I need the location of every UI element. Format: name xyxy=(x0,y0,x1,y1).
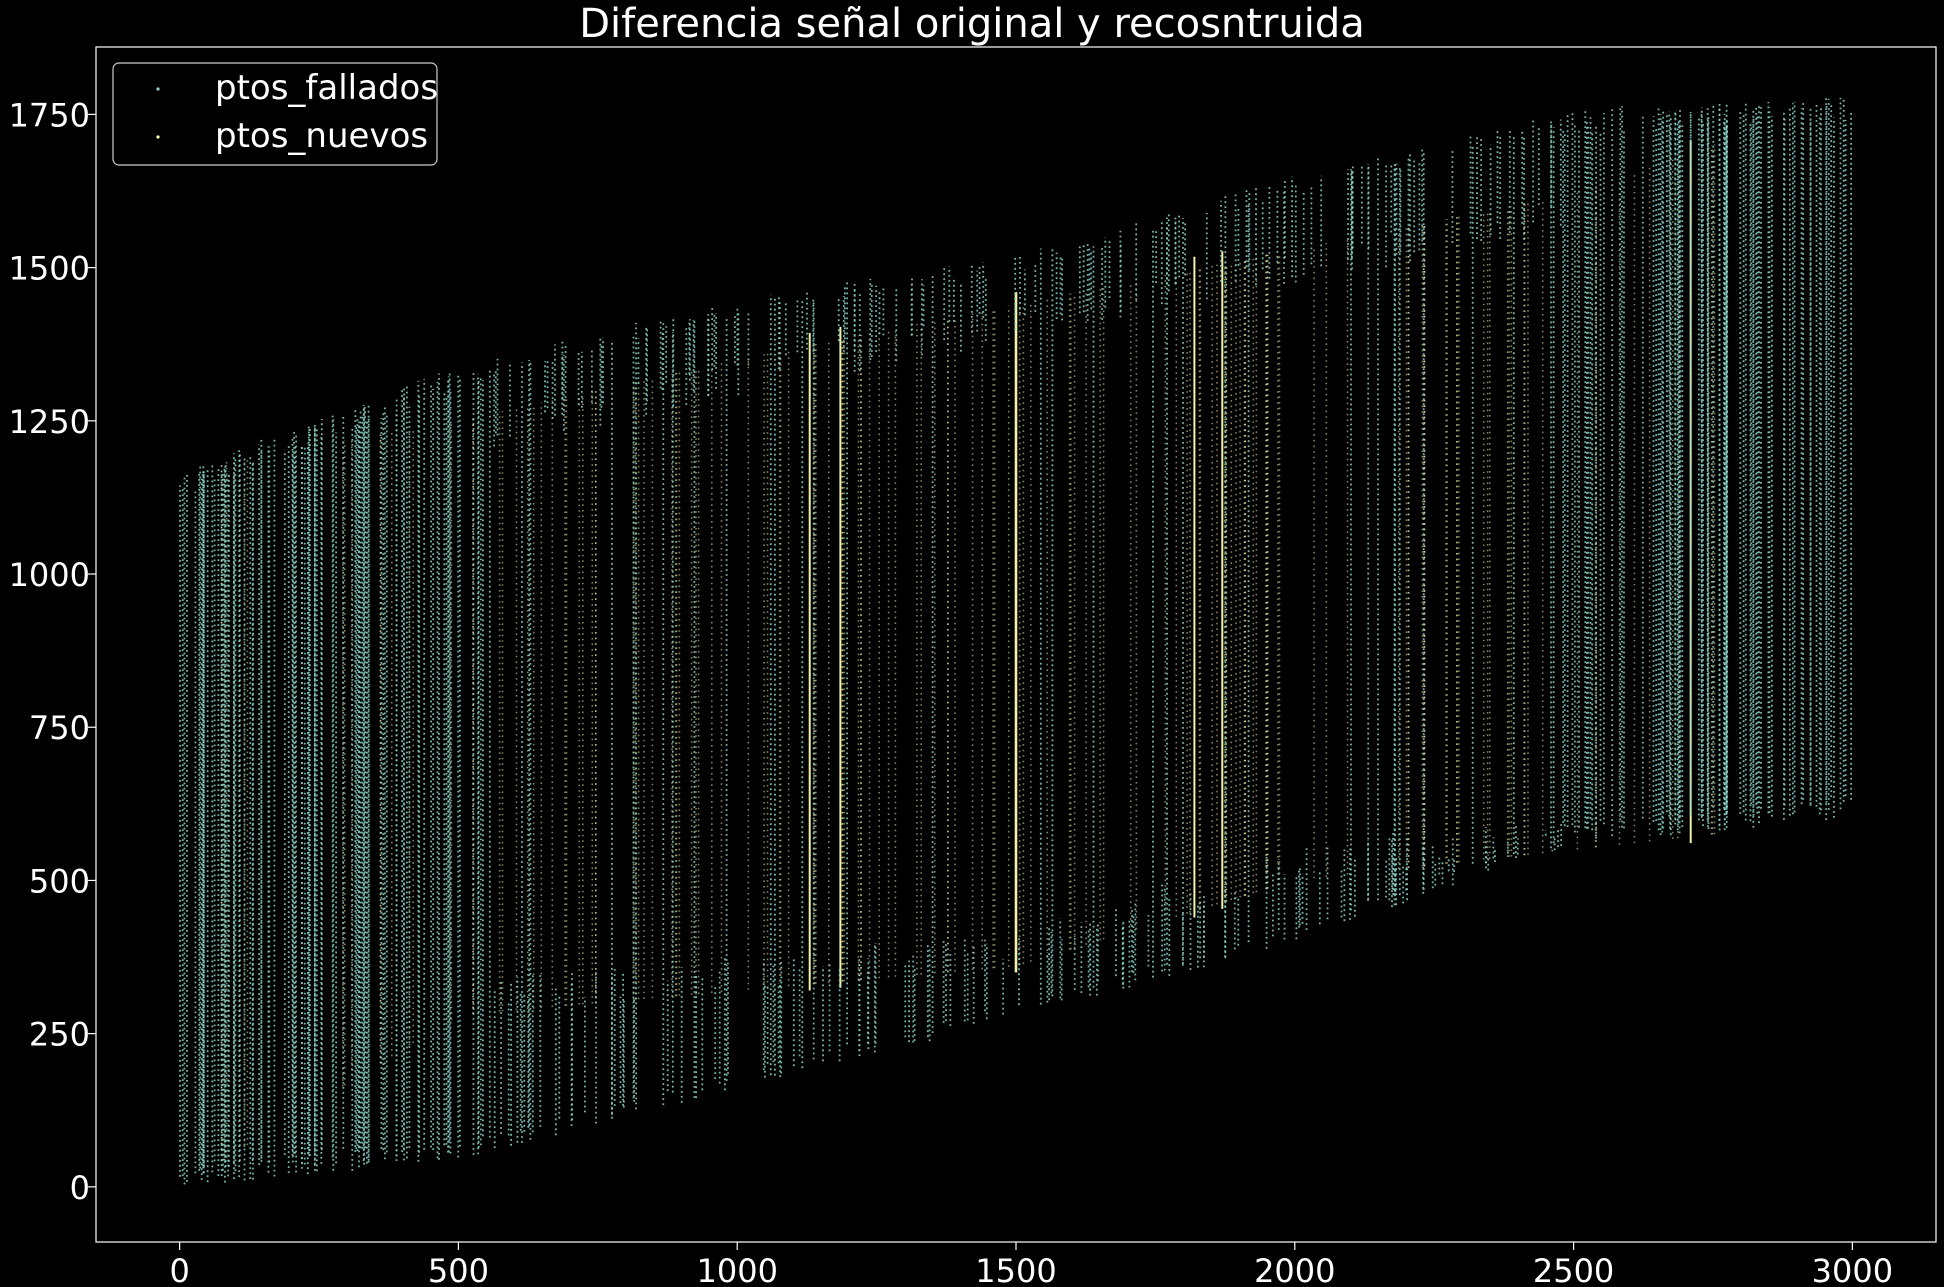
x-tick-label: 2000 xyxy=(1254,1252,1335,1287)
y-axis: 0 250 500 750 1000 1250 1500 1750 xyxy=(9,96,96,1207)
x-tick-label: 500 xyxy=(428,1252,489,1287)
legend-marker-ptos-nuevos xyxy=(156,135,160,139)
legend-label-ptos-nuevos: ptos_nuevos xyxy=(215,116,428,156)
x-axis: 0 500 1000 1500 2000 2500 3000 xyxy=(169,1242,1893,1287)
x-tick-label: 3000 xyxy=(1812,1252,1893,1287)
x-tick-label: 0 xyxy=(169,1252,189,1287)
x-tick-label: 2500 xyxy=(1533,1252,1614,1287)
plot-area xyxy=(179,97,1852,1185)
y-tick-label: 500 xyxy=(29,862,90,900)
series-ptos-fallados xyxy=(179,97,1852,1185)
legend-marker-ptos-fallados xyxy=(156,87,160,91)
legend-label-ptos-fallados: ptos_fallados xyxy=(215,68,438,108)
x-tick-label: 1500 xyxy=(975,1252,1056,1287)
legend: ptos_fallados ptos_nuevos xyxy=(112,62,438,166)
chart-title: Diferencia señal original y recosntruida xyxy=(579,1,1365,47)
y-tick-label: 250 xyxy=(29,1016,90,1054)
x-tick-label: 1000 xyxy=(696,1252,777,1287)
y-tick-label: 1500 xyxy=(9,250,90,288)
y-tick-label: 1250 xyxy=(9,403,90,441)
y-tick-label: 750 xyxy=(29,709,90,747)
legend-box xyxy=(112,62,438,166)
y-tick-label: 0 xyxy=(70,1169,90,1207)
y-tick-label: 1000 xyxy=(9,556,90,594)
y-tick-label: 1750 xyxy=(9,96,90,134)
